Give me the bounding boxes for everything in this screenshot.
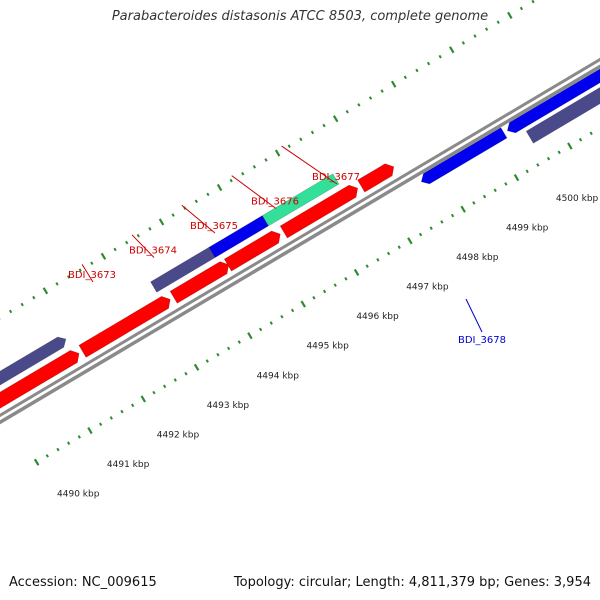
- gene-feature[interactable]: [525, 70, 600, 144]
- scale-label: 4500 kbp: [556, 194, 599, 204]
- scale-label: 4496 kbp: [356, 312, 399, 322]
- gene-feature[interactable]: [78, 296, 171, 358]
- gene-feature-reverse[interactable]: [506, 56, 600, 134]
- gene-label[interactable]: BDI_3675: [190, 221, 238, 232]
- scale-label: 4498 kbp: [456, 253, 499, 263]
- gene-feature-reverse[interactable]: [420, 127, 508, 185]
- genome-summary-text: Topology: circular; Length: 4,811,379 bp…: [233, 575, 591, 590]
- gene-label[interactable]: BDI_3676: [251, 197, 299, 208]
- gene-features: [0, 56, 600, 431]
- gene-label[interactable]: BDI_3677: [312, 172, 360, 183]
- gene-label[interactable]: BDI_3673: [68, 270, 116, 281]
- scale-label: 4491 kbp: [107, 460, 150, 470]
- map-title: Parabacteroides distasonis ATCC 8503, co…: [111, 9, 489, 24]
- scale-label: 4495 kbp: [306, 342, 349, 352]
- scale-label: 4494 kbp: [257, 371, 300, 381]
- scale-label: 4493 kbp: [207, 401, 250, 411]
- gene-feature[interactable]: [279, 184, 359, 239]
- scale-label: 4499 kbp: [506, 223, 549, 233]
- gene-labels: BDI_3673 BDI_3674 BDI_3675 BDI_3676 BDI_3677…: [68, 145, 506, 346]
- accession-text: Accession: NC_009615: [9, 575, 157, 590]
- scale-labels: 4490 kbp 4491 kbp 4492 kbp 4493 kbp 4494 kbp…: [57, 194, 598, 500]
- gene-feature[interactable]: [223, 230, 281, 272]
- genome-backbone: [0, 57, 600, 425]
- scale-label: 4492 kbp: [157, 430, 200, 440]
- gene-feature[interactable]: [0, 336, 67, 415]
- gene-label[interactable]: BDI_3678: [458, 335, 506, 346]
- gene-label[interactable]: BDI_3674: [129, 246, 177, 257]
- gene-feature[interactable]: [169, 261, 230, 304]
- tick-marks: [0, 0, 593, 466]
- gene-feature[interactable]: [0, 350, 80, 431]
- scale-label: 4490 kbp: [57, 490, 100, 500]
- gene-feature-highlight[interactable]: [261, 173, 340, 227]
- scale-label: 4497 kbp: [406, 283, 449, 293]
- gene-feature[interactable]: [357, 163, 395, 193]
